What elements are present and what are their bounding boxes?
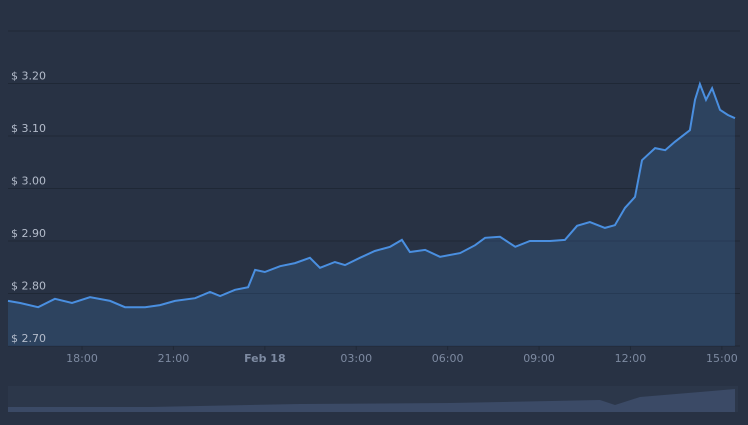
x-tick-label: 09:00 <box>523 352 555 365</box>
x-tick-label: 12:00 <box>615 352 647 365</box>
y-tick-label: $ 3.20 <box>11 70 46 83</box>
y-tick-label: $ 2.90 <box>11 227 46 240</box>
x-tick-label: 03:00 <box>340 352 372 365</box>
x-tick-label: 15:00 <box>706 352 738 365</box>
y-tick-label: $ 2.80 <box>11 280 46 293</box>
x-tick-label: Feb 18 <box>244 352 286 365</box>
y-tick-label: $ 3.00 <box>11 175 46 188</box>
x-tick-label: 18:00 <box>66 352 98 365</box>
area <box>8 84 735 346</box>
y-tick-label: $ 3.10 <box>11 122 46 135</box>
x-tick-label: 21:00 <box>158 352 190 365</box>
navigator-area <box>8 389 735 412</box>
line <box>7 80 736 309</box>
y-tick-label: $ 2.70 <box>11 332 46 345</box>
x-tick-label: 06:00 <box>432 352 464 365</box>
